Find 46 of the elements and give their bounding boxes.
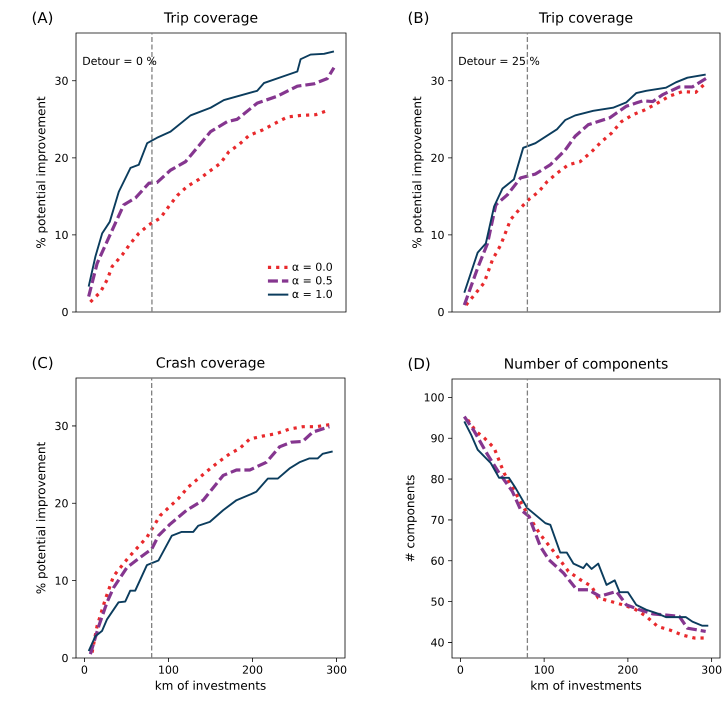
y-tick-label: 10 bbox=[56, 230, 68, 240]
x-tick-label: 300 bbox=[326, 666, 346, 674]
y-tick-label: 90 bbox=[431, 434, 444, 442]
y-tick-label: 20 bbox=[431, 154, 444, 162]
chart-title: Crash coverage bbox=[156, 356, 264, 370]
y-axis-title: # components bbox=[406, 475, 417, 562]
y-tick-label: 50 bbox=[431, 597, 444, 606]
y-axis-title: % potential improvement bbox=[36, 442, 48, 594]
legend-label: α = 0.5 bbox=[292, 276, 332, 284]
x-tick-label: 0 bbox=[82, 666, 88, 674]
text: (B) bbox=[408, 12, 428, 25]
y-tick-label: 0 bbox=[62, 308, 68, 316]
legend-label: α = 0.0 bbox=[292, 262, 332, 271]
x-tick-label: 200 bbox=[242, 666, 262, 674]
text: (A) bbox=[32, 12, 52, 25]
annotation: Detour = 0 % bbox=[83, 56, 156, 66]
y-tick-label: 20 bbox=[55, 154, 68, 162]
y-tick-label: 100 bbox=[424, 393, 444, 402]
chart-title: Number of components bbox=[505, 358, 668, 372]
y-tick-label: 40 bbox=[431, 638, 444, 647]
y-tick-label: 20 bbox=[55, 499, 68, 508]
y-tick-label: 10 bbox=[432, 230, 444, 240]
x-tick-label: 200 bbox=[618, 666, 638, 674]
y-axis-title: % potential improvement bbox=[412, 96, 424, 248]
x-tick-label: 100 bbox=[534, 666, 554, 674]
y-tick-label: 70 bbox=[431, 516, 444, 524]
text: (C) bbox=[32, 356, 52, 370]
legend-label: α = 1.0 bbox=[292, 290, 332, 298]
y-tick-label: 30 bbox=[55, 422, 68, 430]
y-axis-title: % potential improvement bbox=[36, 96, 48, 248]
text: (D) bbox=[408, 358, 430, 371]
x-tick-label: 0 bbox=[458, 666, 464, 674]
x-tick-label: 300 bbox=[702, 666, 722, 674]
y-tick-label: 0 bbox=[62, 654, 68, 662]
y-tick-label: 10 bbox=[56, 576, 68, 585]
x-tick-label: 100 bbox=[159, 666, 178, 674]
y-tick-label: 30 bbox=[55, 76, 68, 85]
y-tick-label: 80 bbox=[431, 474, 444, 484]
x-axis-title: km of investments bbox=[531, 680, 642, 690]
y-tick-label: 30 bbox=[431, 76, 444, 85]
chart-title: Trip coverage bbox=[538, 12, 632, 26]
y-tick-label: 0 bbox=[438, 308, 444, 316]
x-axis-title: km of investments bbox=[156, 680, 266, 690]
chart-title: Trip coverage bbox=[164, 12, 258, 26]
y-tick-label: 60 bbox=[431, 556, 444, 565]
annotation: Detour = 25 % bbox=[459, 56, 540, 66]
